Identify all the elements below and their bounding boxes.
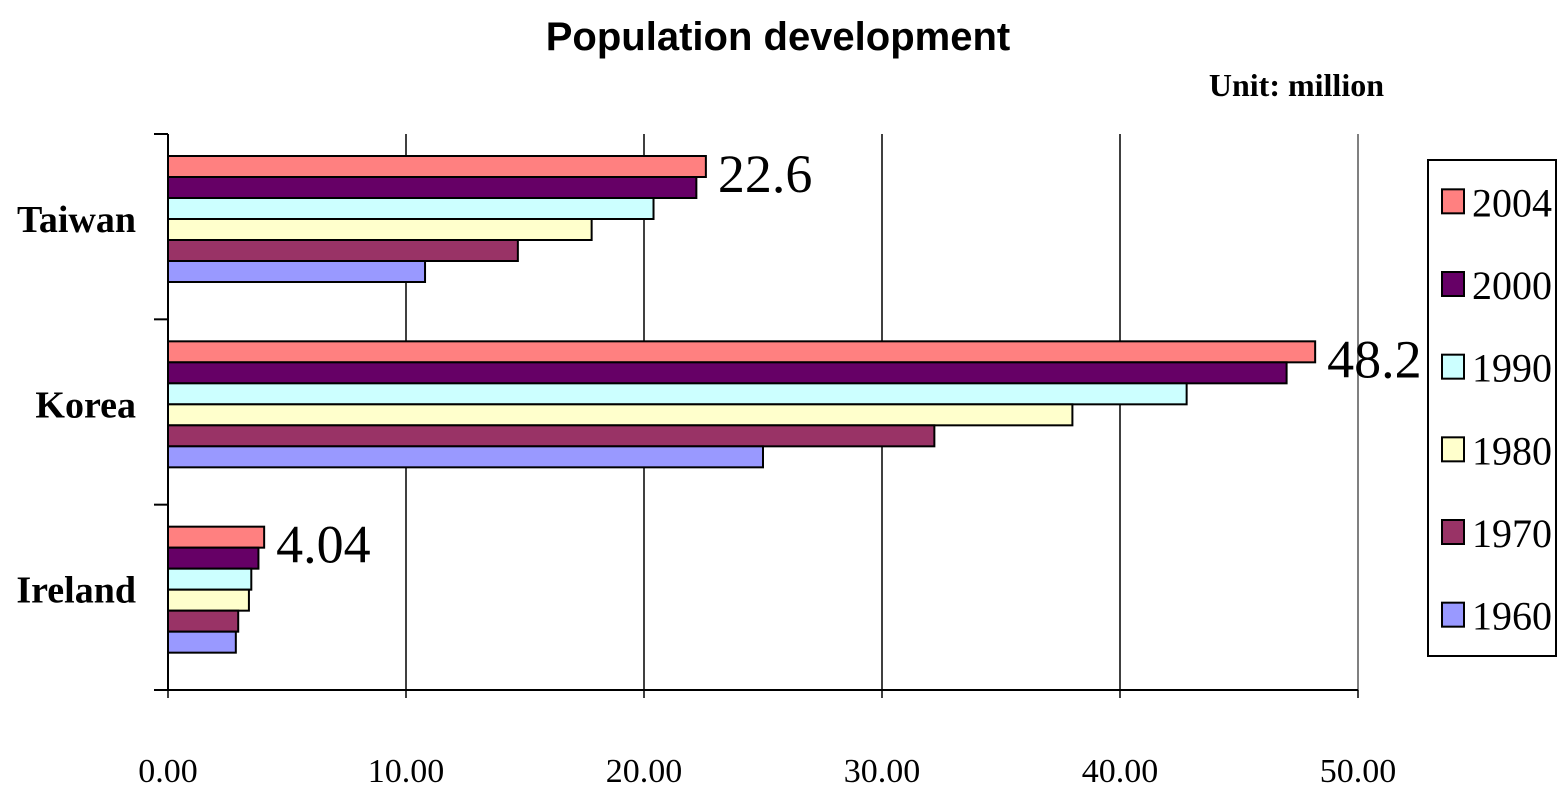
category-label: Taiwan <box>17 199 136 241</box>
data-label: 22.6 <box>718 144 813 204</box>
legend-label: 1990 <box>1472 346 1552 391</box>
chart-title: Population development <box>546 15 1010 59</box>
data-label: 4.04 <box>276 515 371 575</box>
bar-taiwan-1990 <box>167 197 655 220</box>
x-tick-label: 50.00 <box>1320 753 1397 788</box>
legend-swatch-2000 <box>1441 271 1465 297</box>
legend-label: 2004 <box>1472 180 1552 225</box>
bar-korea-2004 <box>167 340 1317 364</box>
legend-swatch-1970 <box>1441 519 1465 545</box>
bar-korea-1960 <box>167 445 764 469</box>
bar-ireland-2004 <box>167 525 266 549</box>
legend-swatch-1960 <box>1441 601 1465 628</box>
bar-korea-2000 <box>167 361 1288 385</box>
bar-ireland-2000 <box>167 546 260 570</box>
bar-taiwan-2000 <box>167 176 698 199</box>
x-tick-label: 40.00 <box>1082 753 1159 788</box>
x-tick-label: 10.00 <box>368 753 445 788</box>
bar-taiwan-1980 <box>167 218 593 241</box>
legend-swatch-1990 <box>1441 353 1465 380</box>
bar-ireland-1960 <box>167 630 237 654</box>
bar-korea-1980 <box>167 403 1074 427</box>
bar-korea-1990 <box>167 382 1188 406</box>
x-tick-label: 20.00 <box>606 753 683 788</box>
category-label: Ireland <box>16 570 136 612</box>
bar-ireland-1980 <box>167 588 250 612</box>
x-tick-label: 30.00 <box>844 753 921 788</box>
legend-label: 1980 <box>1472 428 1552 473</box>
data-label: 48.2 <box>1327 329 1422 389</box>
bar-taiwan-2004 <box>167 155 707 178</box>
legend-box <box>1427 159 1557 657</box>
legend-swatch-2004 <box>1441 188 1465 215</box>
chart-unit-label: Unit: million <box>1209 67 1384 103</box>
x-tick-label: 0.00 <box>138 753 198 788</box>
bar-ireland-1990 <box>167 567 253 591</box>
category-label: Korea <box>35 384 136 426</box>
bar-ireland-1970 <box>167 609 240 633</box>
legend-swatch-1980 <box>1441 436 1465 463</box>
legend-label: 1970 <box>1472 511 1552 556</box>
bar-taiwan-1970 <box>167 239 519 262</box>
legend-label: 2000 <box>1472 263 1552 308</box>
legend-label: 1960 <box>1472 594 1552 639</box>
plot-area: 0.00 10.00 20.00 30.00 40.00 50.00 Taiwan Korea… <box>16 133 1422 788</box>
bar-korea-1970 <box>167 424 936 448</box>
legend: 2004 2000 1990 1980 1970 1960 <box>1427 159 1557 657</box>
bar-taiwan-1960 <box>167 260 427 283</box>
